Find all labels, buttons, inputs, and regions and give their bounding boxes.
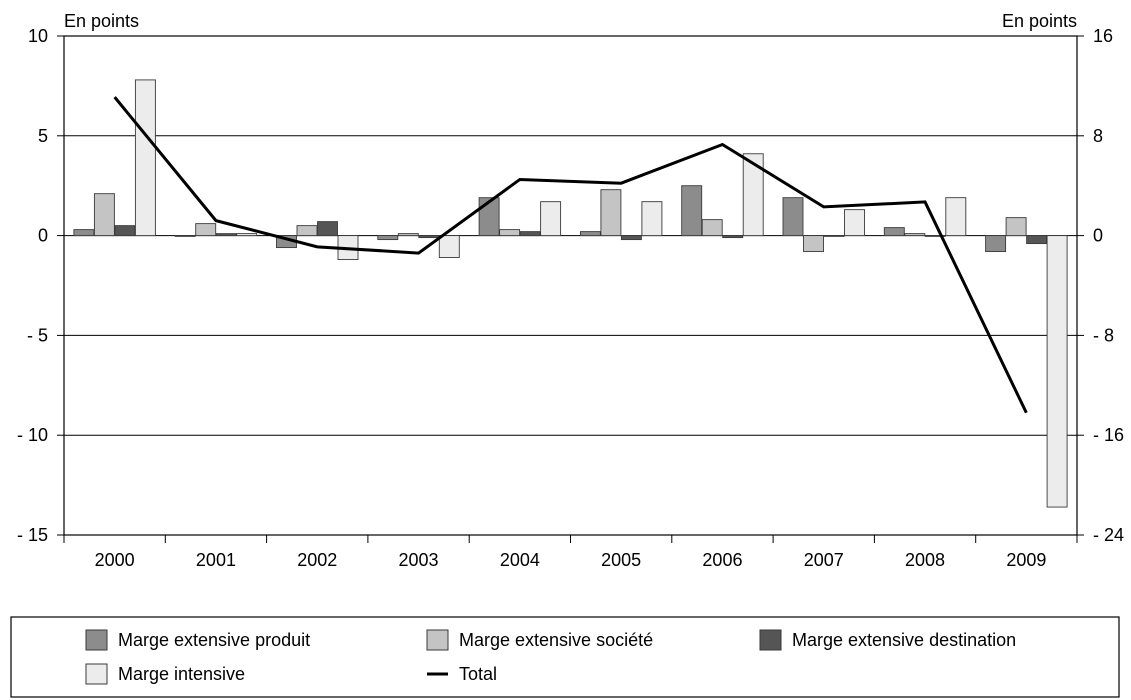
left-tick-label: 10 — [28, 26, 48, 46]
right-tick-label: - 8 — [1093, 325, 1114, 345]
axis-ticks: 10 5 0 - 5 - 10 - 15 16 8 0 - 8 - 16 - 24 2000 2001 20… — [17, 26, 1124, 570]
bar-marge-extensive-destination-2006 — [722, 235, 744, 239]
legend-label-marge-extensive-produit: Marge extensive produit — [118, 630, 310, 650]
legend-label-marge-extensive-societe: Marge extensive société — [459, 630, 653, 650]
legend: Marge extensive produit Marge extensive s… — [10, 616, 1120, 698]
bar-marge-intensive-2009 — [1046, 235, 1068, 508]
left-tick-label: - 15 — [17, 525, 48, 545]
plot-frame — [63, 35, 1078, 536]
bar-marge-extensive-societe-2009 — [1005, 217, 1027, 237]
bar-marge-extensive-societe-2004 — [499, 229, 521, 237]
bar-marge-extensive-destination-2003 — [418, 235, 440, 239]
legend-label-total: Total — [459, 664, 497, 684]
x-tick-label-2006: 2006 — [702, 550, 742, 570]
bar-marge-intensive-2004 — [540, 201, 562, 237]
bar-marge-extensive-produit-2000 — [73, 229, 95, 237]
bar-marge-extensive-produit-2003 — [377, 235, 399, 241]
bar-marge-extensive-destination-2001 — [215, 233, 237, 237]
x-tick-label-2008: 2008 — [905, 550, 945, 570]
plot-area-border — [63, 35, 1078, 536]
x-tick-label-2007: 2007 — [804, 550, 844, 570]
bar-marge-extensive-societe-2008 — [904, 233, 926, 237]
x-tick-label-2000: 2000 — [95, 550, 135, 570]
x-tick-label-2005: 2005 — [601, 550, 641, 570]
bar-marge-intensive-2005 — [641, 201, 663, 237]
bar-marge-extensive-destination-2005 — [620, 235, 642, 241]
legend-swatch-marge-extensive-produit — [85, 629, 108, 651]
bar-marge-extensive-societe-2006 — [701, 219, 723, 237]
bar-marge-extensive-societe-2002 — [296, 225, 318, 237]
total-line — [113, 96, 1028, 414]
right-tick-label: - 16 — [1093, 425, 1124, 445]
bar-marge-extensive-destination-2008 — [924, 235, 946, 237]
x-tick-label-2004: 2004 — [500, 550, 540, 570]
bar-marge-extensive-produit-2007 — [782, 197, 804, 237]
left-tick-label: - 5 — [27, 325, 48, 345]
right-tick-label: 16 — [1093, 26, 1113, 46]
x-tick-label-2003: 2003 — [399, 550, 439, 570]
bar-marge-extensive-destination-2000 — [114, 225, 136, 237]
bar-marge-intensive-2008 — [945, 197, 967, 237]
x-tick-label-2009: 2009 — [1006, 550, 1046, 570]
bar-marge-extensive-destination-2009 — [1026, 235, 1048, 245]
x-tick-label-2001: 2001 — [196, 550, 236, 570]
bar-marge-extensive-produit-2001 — [174, 235, 196, 237]
right-tick-label: - 24 — [1093, 525, 1124, 545]
bar-marge-extensive-societe-2007 — [803, 235, 824, 253]
bar-marge-intensive-2006 — [742, 153, 764, 237]
legend-label-marge-extensive-destination: Marge extensive destination — [792, 630, 1016, 650]
bar-marge-intensive-2001 — [236, 233, 258, 237]
bar-marge-extensive-produit-2008 — [883, 227, 905, 237]
bar-marge-intensive-2003 — [438, 235, 460, 259]
right-tick-label: 8 — [1093, 126, 1103, 146]
left-tick-label: 0 — [38, 226, 48, 246]
bar-marge-extensive-destination-2004 — [519, 231, 541, 237]
bar-marge-extensive-destination-2007 — [823, 235, 845, 237]
total-line-layer — [113, 96, 1028, 414]
bar-marge-extensive-produit-2005 — [579, 231, 601, 237]
bar-marge-extensive-destination-2002 — [317, 221, 338, 237]
bar-marge-intensive-2000 — [134, 79, 156, 237]
bar-marge-extensive-produit-2009 — [985, 235, 1007, 253]
legend-swatch-marge-intensive — [85, 663, 108, 685]
left-tick-label: - 10 — [17, 425, 48, 445]
bar-marge-intensive-2007 — [844, 209, 865, 237]
bar-marge-extensive-produit-2006 — [681, 185, 703, 237]
legend-swatch-marge-extensive-societe — [426, 629, 449, 651]
left-axis-unit: En points — [64, 11, 139, 31]
bars — [73, 79, 1068, 508]
legend-label-marge-intensive: Marge intensive — [118, 664, 245, 684]
bar-marge-extensive-societe-2003 — [397, 233, 419, 237]
legend-box — [10, 616, 1120, 698]
bar-marge-extensive-societe-2001 — [195, 223, 217, 237]
x-tick-label-2002: 2002 — [297, 550, 337, 570]
right-axis-unit: En points — [1002, 11, 1077, 31]
left-tick-label: 5 — [38, 126, 48, 146]
bar-marge-extensive-societe-2000 — [93, 193, 115, 237]
right-tick-label: 0 — [1093, 226, 1103, 246]
legend-swatch-marge-extensive-destination — [759, 629, 782, 651]
bar-marge-extensive-societe-2005 — [600, 189, 622, 237]
